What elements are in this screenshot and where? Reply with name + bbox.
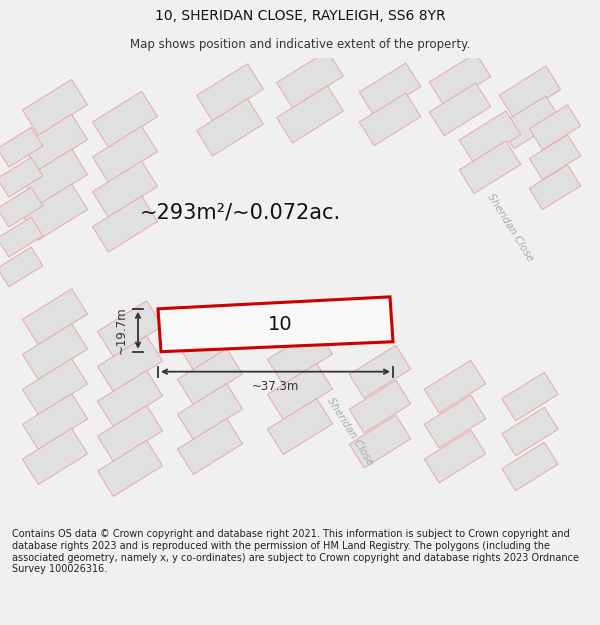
Polygon shape: [97, 371, 163, 427]
Polygon shape: [97, 441, 163, 496]
Polygon shape: [424, 430, 486, 482]
Polygon shape: [459, 141, 521, 194]
Polygon shape: [22, 324, 88, 380]
Polygon shape: [22, 184, 88, 240]
Polygon shape: [92, 196, 158, 252]
Polygon shape: [499, 66, 561, 119]
Text: ~37.3m: ~37.3m: [252, 379, 299, 392]
Polygon shape: [359, 63, 421, 116]
Polygon shape: [502, 408, 558, 456]
Polygon shape: [429, 53, 491, 106]
Polygon shape: [0, 127, 43, 167]
Polygon shape: [429, 83, 491, 136]
Polygon shape: [0, 188, 43, 227]
Polygon shape: [499, 96, 561, 149]
Polygon shape: [0, 217, 43, 257]
Polygon shape: [529, 165, 581, 209]
Polygon shape: [197, 99, 263, 156]
Polygon shape: [97, 301, 163, 357]
Polygon shape: [459, 111, 521, 164]
Polygon shape: [178, 314, 242, 370]
Polygon shape: [197, 64, 263, 121]
Text: ~19.7m: ~19.7m: [115, 306, 128, 354]
Polygon shape: [92, 126, 158, 182]
Polygon shape: [268, 364, 332, 419]
Polygon shape: [92, 161, 158, 217]
Text: 10, SHERIDAN CLOSE, RAYLEIGH, SS6 8YR: 10, SHERIDAN CLOSE, RAYLEIGH, SS6 8YR: [155, 9, 445, 23]
Polygon shape: [22, 359, 88, 414]
Polygon shape: [22, 428, 88, 484]
Polygon shape: [158, 297, 393, 352]
Text: 10: 10: [268, 315, 292, 334]
Text: ~293m²/~0.072ac.: ~293m²/~0.072ac.: [139, 202, 341, 222]
Polygon shape: [97, 336, 163, 392]
Polygon shape: [268, 399, 332, 454]
Polygon shape: [349, 415, 411, 468]
Text: Sheridan Close: Sheridan Close: [485, 191, 535, 262]
Polygon shape: [529, 105, 581, 150]
Text: Sheridan Close: Sheridan Close: [325, 396, 375, 467]
Polygon shape: [349, 380, 411, 433]
Polygon shape: [22, 79, 88, 136]
Polygon shape: [424, 360, 486, 413]
Polygon shape: [424, 395, 486, 448]
Polygon shape: [178, 384, 242, 439]
Polygon shape: [502, 372, 558, 421]
Polygon shape: [0, 158, 43, 197]
Polygon shape: [0, 247, 43, 287]
Text: Contains OS data © Crown copyright and database right 2021. This information is : Contains OS data © Crown copyright and d…: [12, 529, 579, 574]
Polygon shape: [502, 442, 558, 491]
Text: Map shows position and indicative extent of the property.: Map shows position and indicative extent…: [130, 38, 470, 51]
Polygon shape: [22, 394, 88, 449]
Polygon shape: [22, 289, 88, 345]
Polygon shape: [178, 349, 242, 404]
Polygon shape: [529, 135, 581, 180]
Polygon shape: [277, 86, 343, 143]
Polygon shape: [22, 114, 88, 170]
Polygon shape: [178, 419, 242, 474]
Polygon shape: [22, 149, 88, 205]
Polygon shape: [359, 93, 421, 146]
Polygon shape: [277, 51, 343, 108]
Polygon shape: [92, 91, 158, 148]
Polygon shape: [349, 345, 411, 398]
Polygon shape: [268, 329, 332, 385]
Polygon shape: [97, 406, 163, 461]
